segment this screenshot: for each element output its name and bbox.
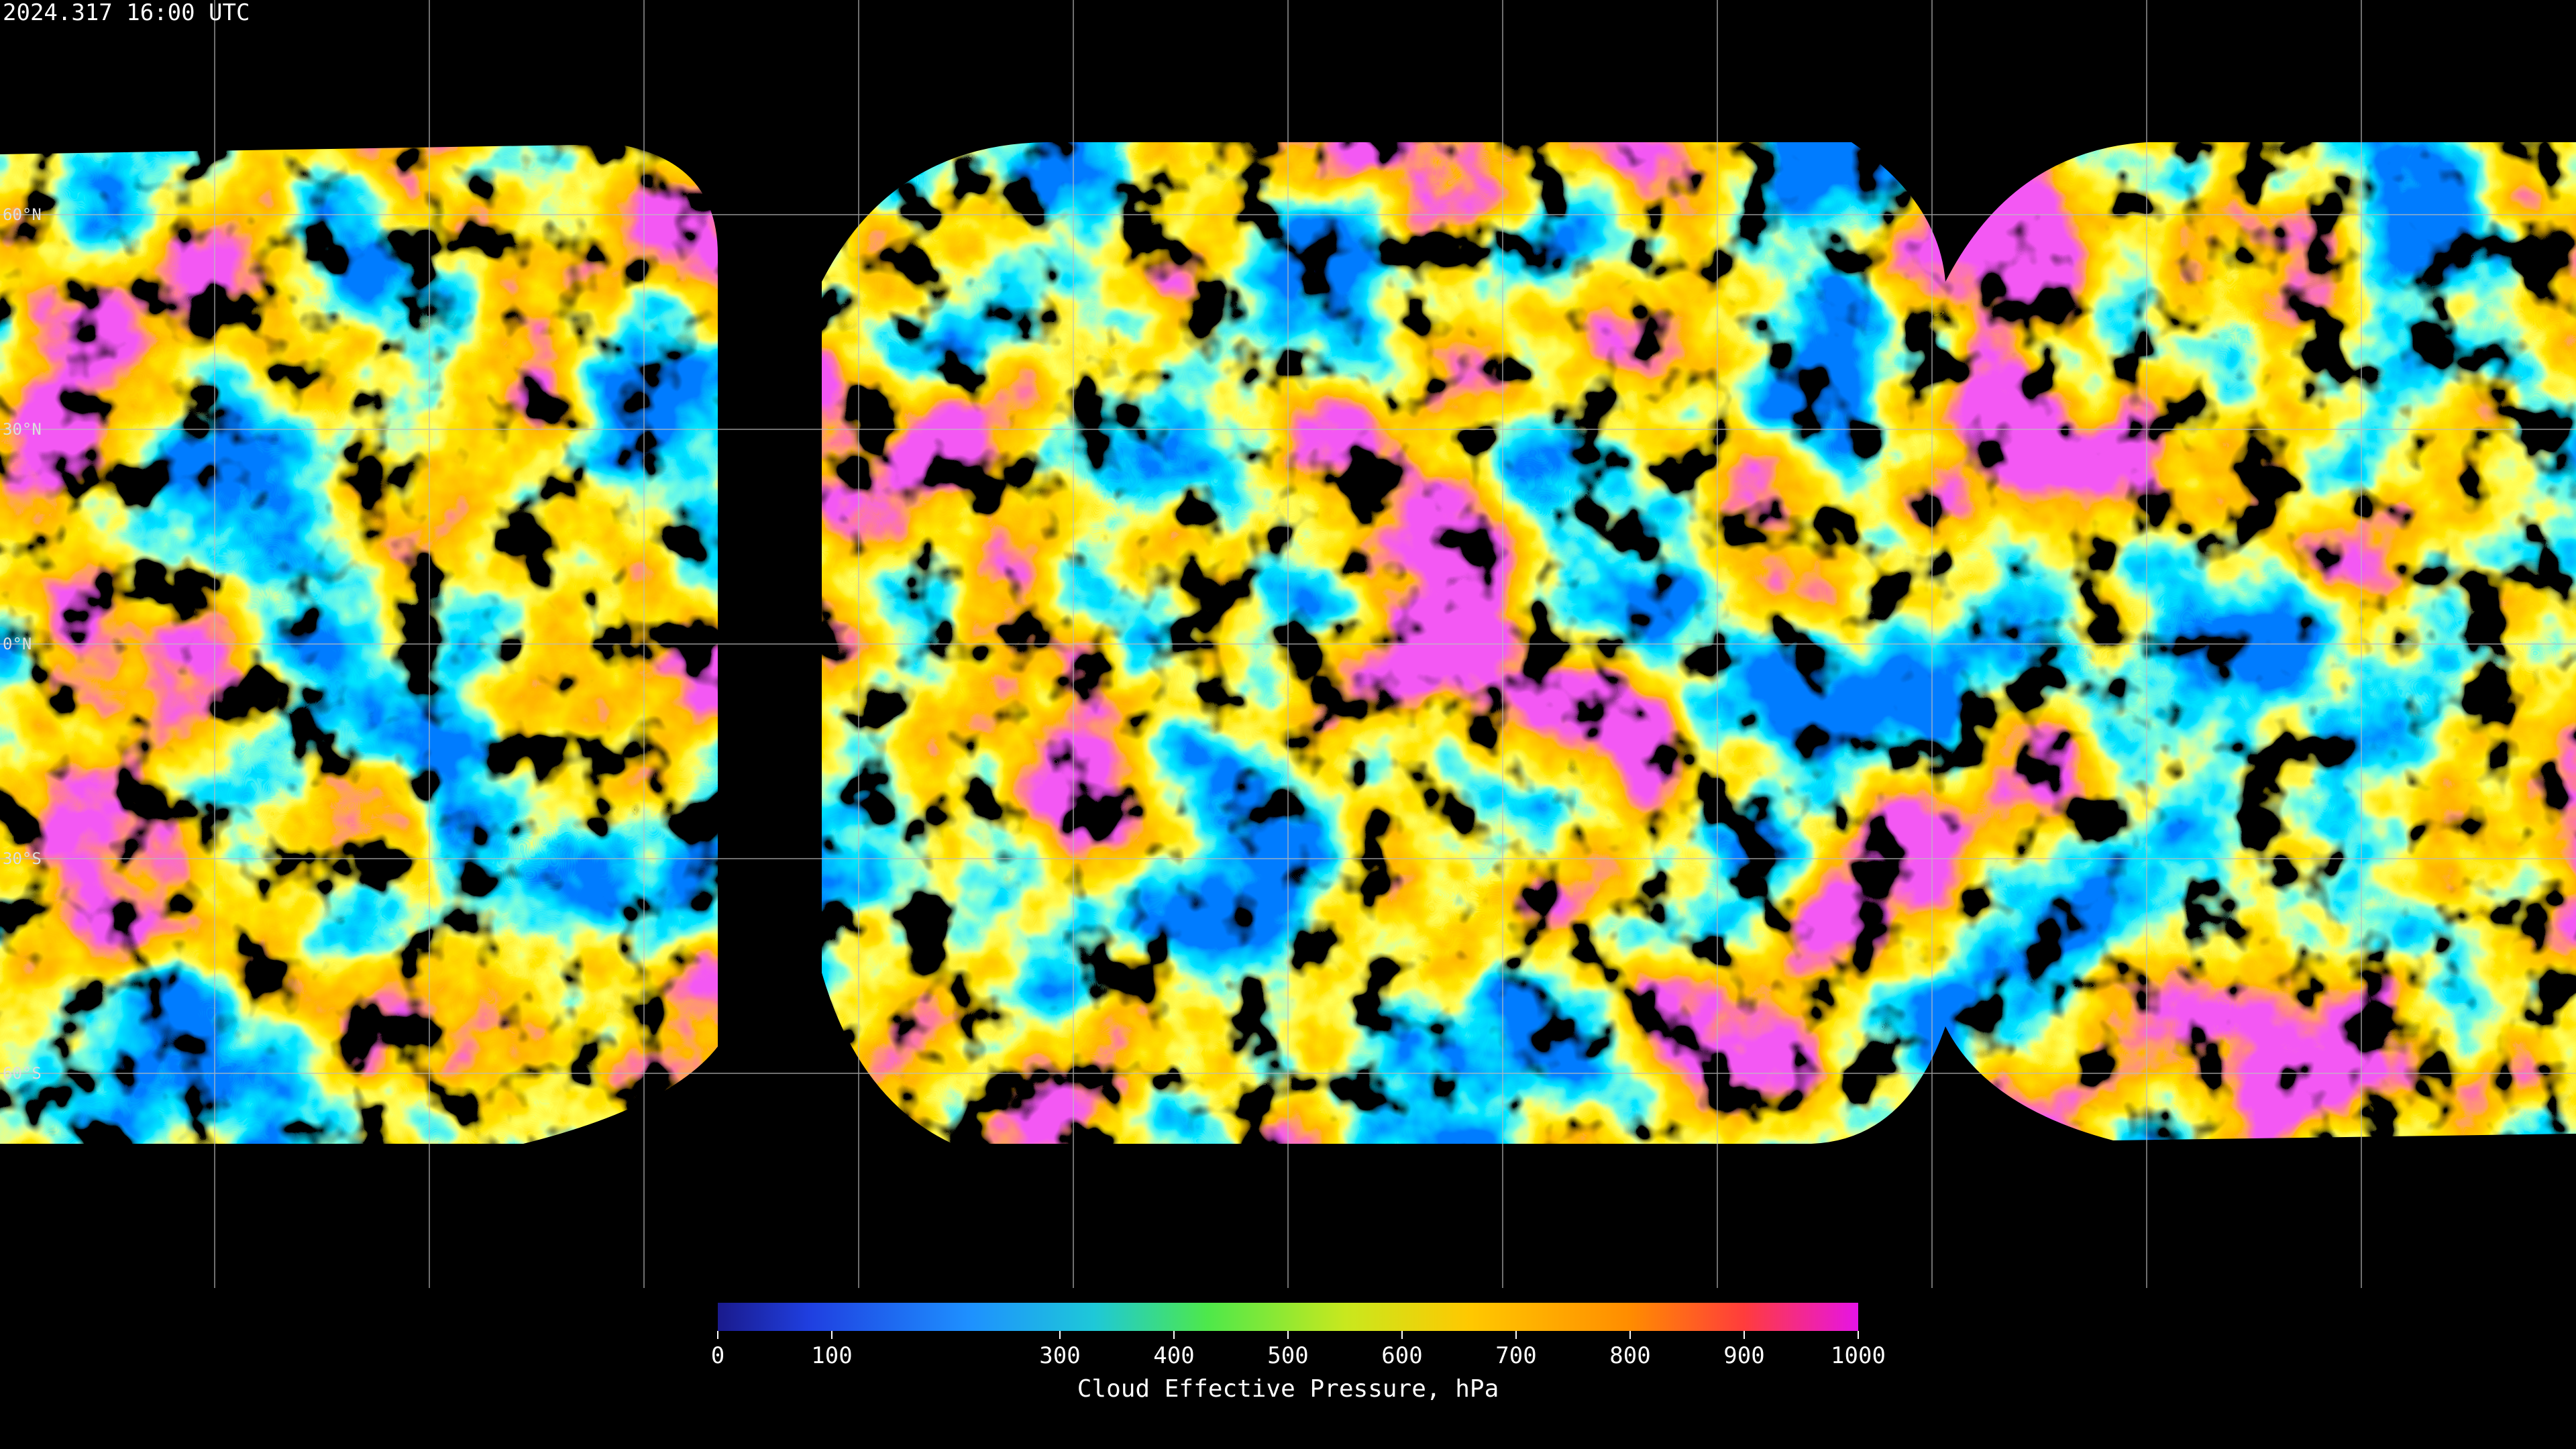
colorbar-tick-label: 1000 (1831, 1342, 1886, 1369)
colorbar-tick-label: 900 (1723, 1342, 1764, 1369)
latitude-label: 60°S (3, 1064, 42, 1083)
colorbar-tick-label: 700 (1495, 1342, 1536, 1369)
colorbar-tick-label: 400 (1153, 1342, 1194, 1369)
colorbar-tick-label: 800 (1609, 1342, 1650, 1369)
graticule (0, 0, 2576, 1288)
colorbar-tick-label: 500 (1267, 1342, 1308, 1369)
latitude-label: 30°N (3, 420, 42, 439)
colorbar-tick-label: 0 (711, 1342, 724, 1369)
colorbar (718, 1303, 1858, 1331)
colorbar-label: Cloud Effective Pressure, hPa (1077, 1375, 1499, 1403)
latitude-label: 60°N (3, 205, 42, 224)
colorbar-tick-label: 100 (811, 1342, 852, 1369)
timestamp: 2024.317 16:00 UTC (3, 0, 250, 26)
latitude-label: 30°S (3, 849, 42, 868)
colorbar-tick-label: 300 (1039, 1342, 1080, 1369)
latitude-label: 0°N (3, 635, 32, 653)
swath-east (1945, 142, 2576, 1140)
swath-central (822, 142, 1945, 1144)
colorbar-tick-label: 600 (1381, 1342, 1422, 1369)
